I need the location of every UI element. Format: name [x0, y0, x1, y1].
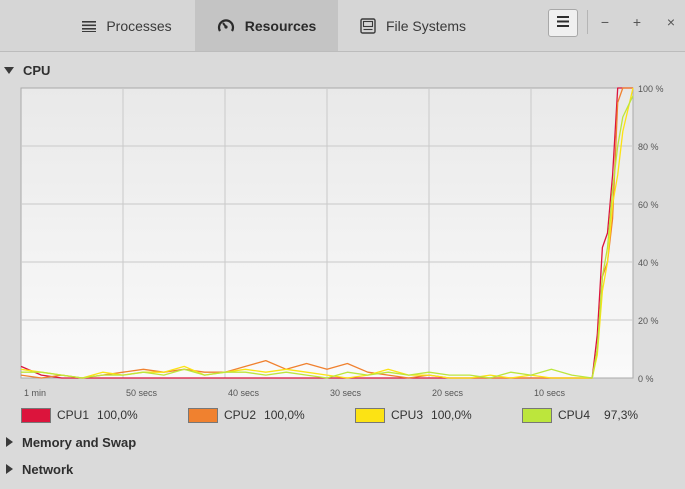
legend-cpu1: CPU1 100,0%	[21, 405, 138, 425]
list-icon	[82, 20, 97, 32]
y-tick-label: 20 %	[638, 316, 659, 326]
x-tick-label: 1 min	[24, 388, 46, 398]
expander-down-icon	[4, 66, 14, 74]
x-tick-label: 30 secs	[330, 388, 362, 398]
legend-cpu2: CPU2 100,0%	[188, 405, 305, 425]
tab-file-systems[interactable]: File Systems	[338, 0, 488, 51]
cpu2-color-swatch[interactable]	[188, 407, 218, 423]
tab-processes-label: Processes	[106, 17, 172, 34]
legend-cpu4: CPU4 97,3%	[522, 405, 638, 425]
menu-button[interactable]	[548, 9, 578, 37]
tab-resources[interactable]: Resources	[195, 0, 338, 51]
cpu3-color-swatch[interactable]	[355, 407, 385, 423]
cpu-chart-svg: 1 min 50 secs 40 secs 30 secs 20 secs 10 secs…	[20, 84, 664, 398]
x-tick-label: 10 secs	[534, 388, 566, 398]
cpu-section-label: CPU	[23, 62, 51, 78]
window-controls-separator	[587, 10, 588, 34]
gauge-icon	[217, 18, 235, 34]
close-icon: ×	[666, 14, 676, 30]
network-section-label: Network	[22, 461, 74, 477]
cpu-history-graph: 1 min 50 secs 40 secs 30 secs 20 secs 10 secs…	[0, 84, 685, 404]
maximize-button[interactable]: +	[627, 12, 647, 32]
cpu-section-toggle[interactable]: CPU	[0, 60, 50, 80]
legend-cpu3-name: CPU3	[391, 408, 424, 422]
header-bar: Processes Resources File Systems	[0, 0, 685, 52]
y-tick-label: 40 %	[638, 258, 659, 268]
legend-cpu3-value: 100,0%	[431, 408, 472, 422]
tab-resources-label: Resources	[244, 17, 317, 34]
series-line-cpu1	[20, 87, 633, 379]
maximize-icon: +	[632, 14, 642, 30]
x-tick-label: 40 secs	[228, 388, 260, 398]
y-tick-label: 60 %	[638, 200, 659, 210]
y-tick-label: 100 %	[638, 84, 664, 94]
legend-cpu2-name: CPU2	[224, 408, 257, 422]
series-line-cpu4	[21, 95, 634, 379]
x-tick-label: 20 secs	[432, 388, 464, 398]
legend-cpu1-name: CPU1	[57, 408, 90, 422]
expander-right-icon	[6, 464, 13, 474]
tab-processes[interactable]: Processes	[60, 0, 194, 51]
x-tick-label: 50 secs	[126, 388, 158, 398]
expander-right-icon	[6, 437, 13, 447]
legend-cpu4-value: 97,3%	[604, 408, 639, 422]
legend-cpu1-value: 100,0%	[97, 408, 138, 422]
tab-file-systems-label: File Systems	[385, 17, 467, 34]
cpu1-color-swatch[interactable]	[21, 407, 51, 423]
network-section-toggle[interactable]: Network	[0, 459, 73, 479]
memory-section-toggle[interactable]: Memory and Swap	[0, 432, 136, 452]
y-tick-label: 80 %	[638, 142, 659, 152]
minimize-icon: −	[600, 14, 610, 30]
legend-cpu3: CPU3 100,0%	[355, 405, 472, 425]
disk-icon	[360, 17, 376, 34]
minimize-button[interactable]: −	[595, 12, 615, 32]
y-tick-label: 0 %	[638, 374, 654, 384]
legend-cpu2-value: 100,0%	[264, 408, 305, 422]
close-button[interactable]: ×	[661, 12, 681, 32]
cpu4-color-swatch[interactable]	[522, 407, 552, 423]
hamburger-icon	[557, 14, 569, 32]
memory-section-label: Memory and Swap	[22, 434, 137, 450]
legend-cpu4-name: CPU4	[558, 408, 591, 422]
